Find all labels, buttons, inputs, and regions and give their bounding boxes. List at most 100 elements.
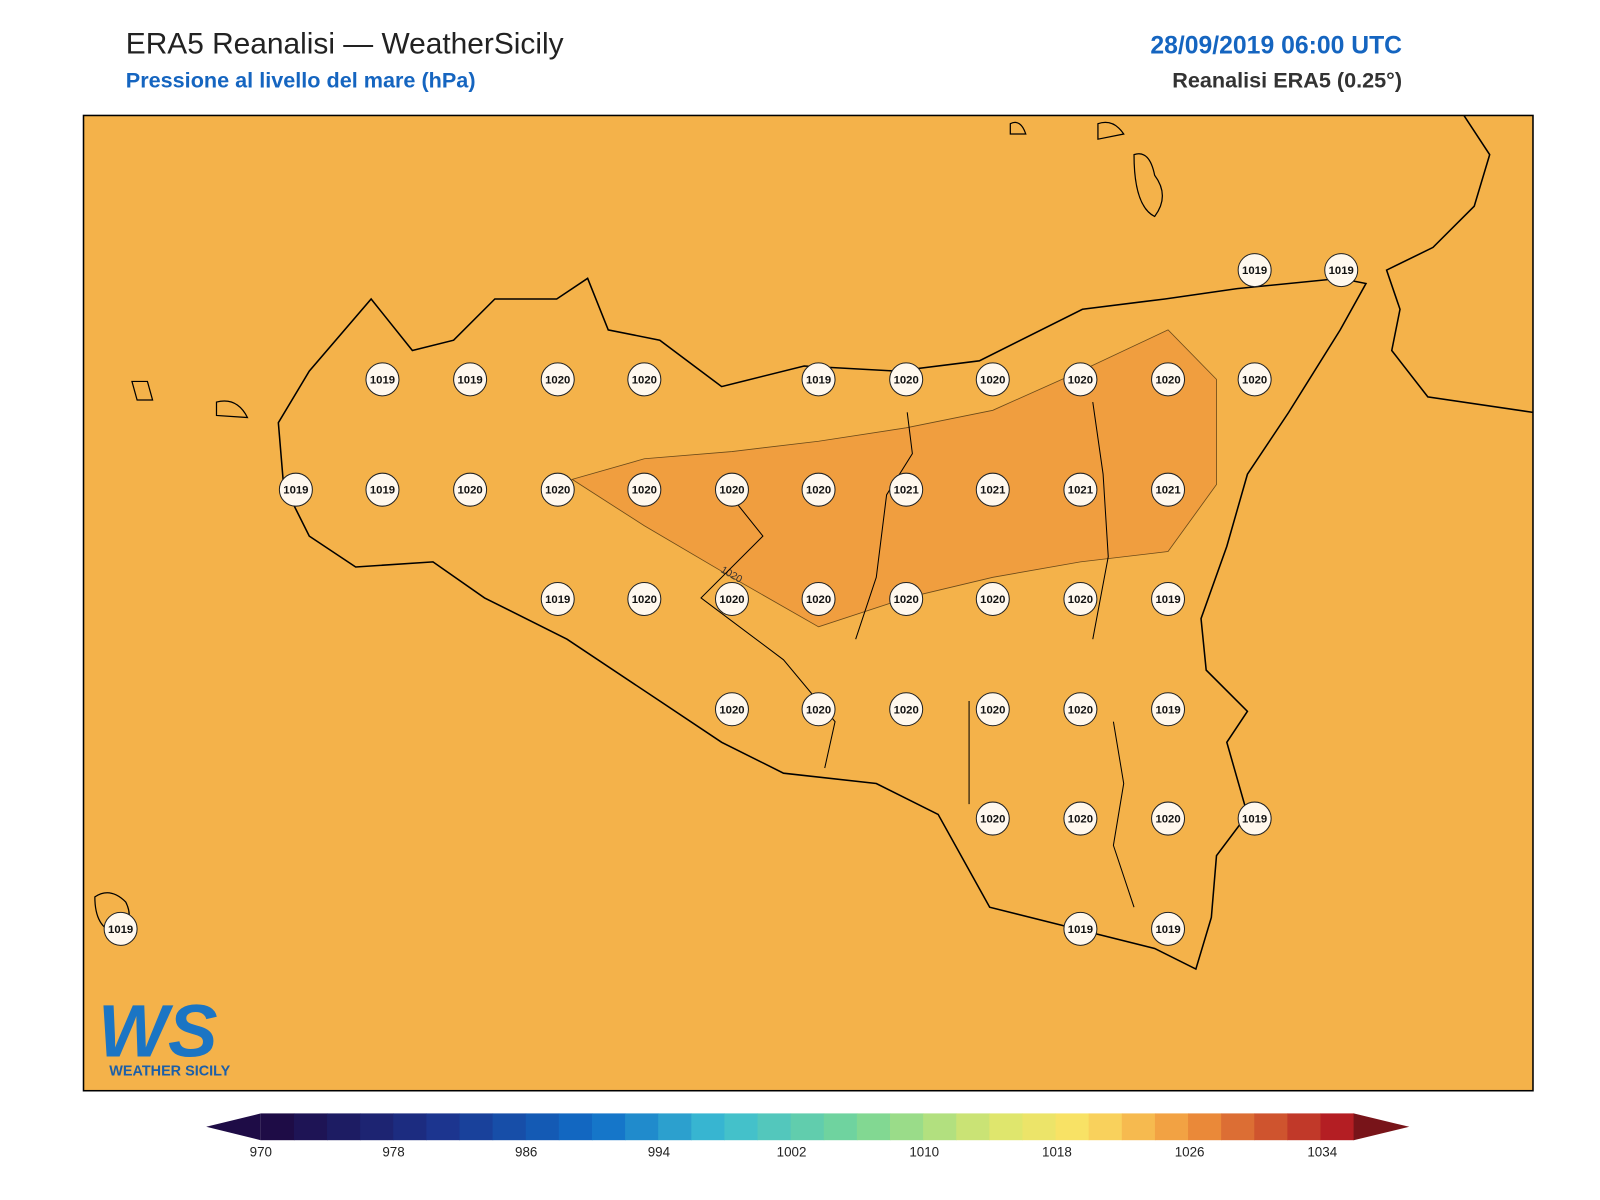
- station: 1019: [540, 581, 575, 616]
- station-value: 1020: [1155, 814, 1180, 826]
- station: 1020: [975, 801, 1010, 836]
- colorbar: 970 978 986 994 1002 1010 1018 1026 1034: [206, 1113, 1410, 1160]
- station: 1020: [627, 472, 662, 507]
- station-marker: [540, 362, 575, 397]
- station: 1020: [975, 692, 1010, 727]
- station: 1021: [975, 472, 1010, 507]
- station-marker: [975, 581, 1010, 616]
- station: 1019: [365, 362, 400, 397]
- station: 1019: [801, 362, 836, 397]
- station: 1020: [801, 472, 836, 507]
- map: 1020 1019 1019 1019 1019 1020 1020 1019 1020 102…: [82, 114, 1534, 1092]
- station-marker: [1151, 801, 1186, 836]
- station: 1020: [1237, 362, 1272, 397]
- station-marker: [540, 472, 575, 507]
- station: 1019: [365, 472, 400, 507]
- source: Reanalisi ERA5 (0.25°): [1172, 68, 1402, 93]
- station: 1021: [1151, 472, 1186, 507]
- colorbar-bin: [1088, 1113, 1123, 1141]
- station-value: 1019: [108, 924, 133, 936]
- station-value: 1019: [1155, 924, 1180, 936]
- station-marker: [801, 362, 836, 397]
- map-frame: [82, 114, 1534, 1092]
- station-marker: [975, 362, 1010, 397]
- station: 1019: [453, 362, 488, 397]
- station-marker: [1063, 801, 1098, 836]
- colorbar-bin: [1154, 1113, 1189, 1141]
- colorbar-bin: [1188, 1113, 1222, 1141]
- station-value: 1020: [980, 704, 1005, 716]
- coastline: [277, 277, 1368, 971]
- station-marker: [975, 692, 1010, 727]
- station-marker: [975, 801, 1010, 836]
- colorbar-bin: [459, 1113, 494, 1141]
- station-marker: [889, 362, 924, 397]
- station-value: 1019: [1155, 594, 1180, 606]
- station: 1020: [889, 581, 924, 616]
- station-marker: [889, 581, 924, 616]
- station-value: 1020: [632, 485, 657, 497]
- colorbar-bin: [393, 1113, 427, 1141]
- station-marker: [1237, 253, 1272, 288]
- station-marker: [1063, 362, 1098, 397]
- station-value: 1020: [806, 485, 831, 497]
- station-marker: [627, 472, 662, 507]
- station: 1020: [975, 581, 1010, 616]
- station-value: 1019: [1068, 924, 1093, 936]
- colorbar-tick-label: 986: [515, 1145, 537, 1160]
- station-marker: [801, 692, 836, 727]
- colorbar-tick-label: 970: [250, 1145, 272, 1160]
- colorbar-tick-label: 1018: [1042, 1145, 1072, 1160]
- station-marker: [453, 472, 488, 507]
- colorbar-bin: [591, 1113, 626, 1141]
- station-value: 1020: [1068, 374, 1093, 386]
- colorbar-bin: [1121, 1113, 1156, 1141]
- station-value: 1020: [894, 374, 919, 386]
- station: 1020: [714, 472, 749, 507]
- colorbar-bin: [823, 1113, 858, 1141]
- station-value: 1019: [1242, 814, 1267, 826]
- station: 1019: [103, 911, 138, 946]
- colorbar-bin: [956, 1113, 990, 1141]
- station-marker: [627, 362, 662, 397]
- colorbar-bin: [790, 1113, 825, 1141]
- station-value: 1020: [632, 374, 657, 386]
- station-value: 1020: [894, 704, 919, 716]
- date: 28/09/2019 06:00 UTC: [1150, 33, 1402, 60]
- station: 1020: [627, 362, 662, 397]
- station-value: 1021: [980, 485, 1005, 497]
- station-marker: [540, 581, 575, 616]
- title: ERA5 Reanalisi — WeatherSicily: [126, 28, 564, 61]
- station: 1020: [1151, 362, 1186, 397]
- logo-name: WEATHER SICILY: [109, 1063, 230, 1079]
- station: 1020: [1063, 362, 1098, 397]
- station-marker: [801, 472, 836, 507]
- station-marker: [1063, 692, 1098, 727]
- station: 1020: [540, 472, 575, 507]
- colorbar-bin: [691, 1113, 725, 1141]
- station-value: 1020: [980, 374, 1005, 386]
- station-marker: [714, 692, 749, 727]
- colorbar-bin: [260, 1113, 295, 1141]
- station-marker: [627, 581, 662, 616]
- station-value: 1020: [1155, 374, 1180, 386]
- station-value: 1021: [1155, 485, 1180, 497]
- station-value: 1020: [894, 594, 919, 606]
- station-marker: [801, 581, 836, 616]
- station: 1020: [540, 362, 575, 397]
- station-value: 1019: [545, 594, 570, 606]
- station-value: 1020: [806, 594, 831, 606]
- station: 1020: [714, 692, 749, 727]
- station: 1019: [278, 472, 313, 507]
- station-marker: [365, 362, 400, 397]
- station-marker: [1063, 581, 1098, 616]
- station: 1020: [714, 581, 749, 616]
- station-value: 1020: [719, 704, 744, 716]
- station-value: 1020: [458, 485, 483, 497]
- colorbar-tick-label: 994: [648, 1145, 671, 1160]
- station: 1021: [1063, 472, 1098, 507]
- station-value: 1020: [1068, 594, 1093, 606]
- station-value: 1019: [283, 485, 308, 497]
- colorbar-bin: [426, 1113, 461, 1141]
